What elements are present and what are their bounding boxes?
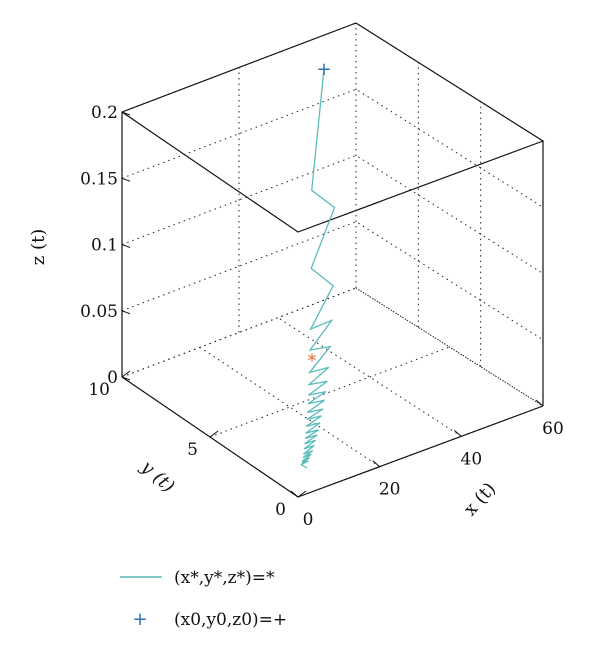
z-grid-line [121, 88, 544, 208]
x-tick-mark [454, 429, 462, 437]
equilibrium-marker: * [308, 351, 317, 372]
z-grid-line [121, 154, 544, 274]
x-tick-mark [372, 460, 380, 468]
z-tick-mark [121, 177, 131, 182]
x-tick-label: 60 [542, 419, 564, 439]
y-tick-label: 5 [187, 440, 198, 460]
x-grid-floor [277, 317, 462, 437]
z-tick-mark [121, 310, 131, 315]
y-tick-label: 0 [275, 500, 286, 520]
axes-box [121, 22, 545, 498]
x-axis-label: x (t) [460, 478, 500, 520]
box-top-edges [121, 22, 545, 233]
series-layer: +* [299, 59, 336, 469]
legend-entry-initial: (x0,y0,z0)=+ [174, 610, 287, 630]
z-tick-mark [121, 244, 131, 248]
z-axis-label: z (t) [28, 229, 49, 265]
x-tick-label: 40 [461, 449, 483, 469]
z-grid-line [121, 221, 544, 341]
legend-entry-series: (x*,y*,z*)=* [174, 568, 275, 588]
x-tick-mark [535, 399, 544, 407]
box-bottom-front-edges [121, 376, 544, 498]
z-tick-mark [121, 376, 131, 381]
z-tick-label: 0 [107, 368, 118, 388]
legend-plus-swatch: + [132, 609, 147, 630]
z-tick-mark [121, 111, 131, 116]
z-tick-label: 0.2 [91, 103, 118, 123]
y-tick-mark [209, 430, 219, 438]
z-tick-label: 0.15 [80, 169, 118, 189]
y-axis-label: y (t) [136, 456, 178, 497]
x-grid-floor [355, 287, 544, 407]
y-tick-mark [121, 370, 131, 378]
x-tick-mark [290, 490, 299, 498]
z-tick-label: 0.1 [91, 236, 118, 256]
legend: (x*,y*,z*)=* + (x0,y0,z0)=+ [120, 568, 287, 630]
x-tick-label: 0 [303, 510, 314, 530]
z-grid-line [121, 287, 544, 407]
z-grid-line [121, 22, 544, 142]
y-tick-mark [297, 490, 307, 498]
series-line [299, 68, 336, 469]
y-tick-label: 10 [88, 380, 110, 400]
x-tick-label: 20 [379, 480, 401, 500]
grid-lines [121, 22, 544, 498]
z-tick-label: 0.05 [80, 302, 118, 322]
y-grid-floor [209, 346, 450, 438]
initial-point-marker: + [316, 59, 331, 80]
tick-marks [121, 111, 544, 498]
